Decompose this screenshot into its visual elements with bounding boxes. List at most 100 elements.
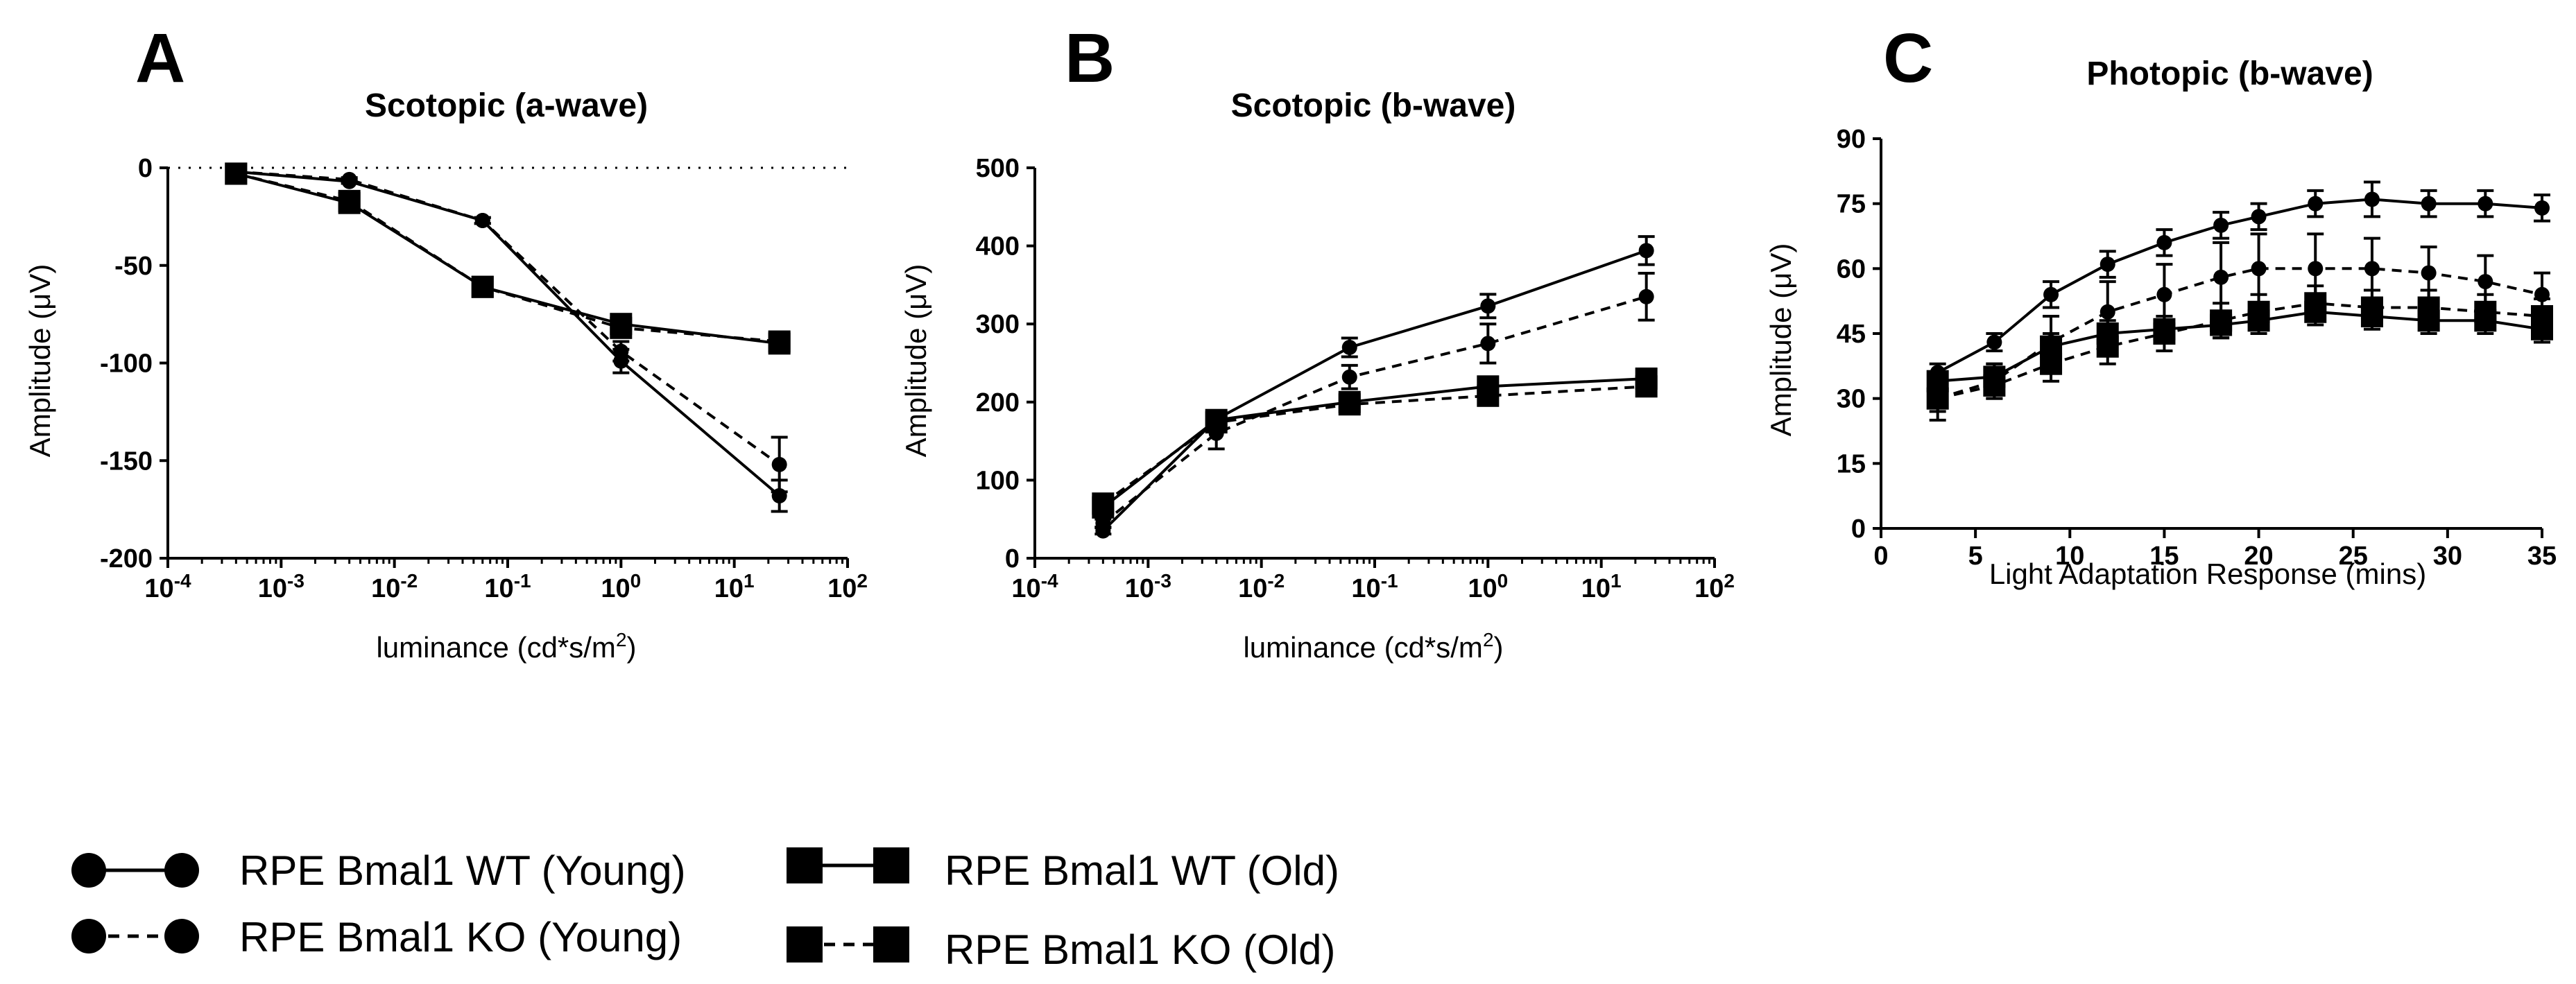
series-line [1937, 302, 2543, 400]
x-axis-label-a: luminance (cd*s/m2) [376, 629, 636, 664]
data-point [1477, 384, 1500, 407]
data-point [613, 343, 629, 359]
panel-title-c: Photopic (b-wave) [2086, 55, 2373, 92]
x-tick-label: 100 [1468, 570, 1508, 603]
y-tick-label: 300 [976, 310, 1020, 339]
data-point [2478, 274, 2493, 290]
data-point [2531, 305, 2553, 328]
data-point [1205, 411, 1228, 434]
x-axis-label-b-base: luminance (cd*s/m [1243, 631, 1482, 664]
data-point [1635, 375, 1658, 398]
x-tick-label: 10 [2055, 542, 2084, 571]
data-point [2100, 304, 2115, 320]
x-tick-label: 5 [1968, 542, 1983, 571]
data-point [2304, 292, 2327, 315]
legend-entry: RPE Bmal1 WT (Young) [71, 847, 686, 894]
panel-title-a: Scotopic (a-wave) [365, 87, 648, 124]
y-tick-label: 0 [138, 154, 153, 183]
x-tick-label: 10-2 [371, 570, 418, 603]
y-tick-label: 200 [976, 388, 1020, 417]
y-tick-label: -200 [100, 544, 153, 573]
data-point [2096, 335, 2119, 358]
data-point [2308, 261, 2324, 277]
series-line [236, 170, 780, 466]
series-line [235, 172, 780, 343]
series-line [1937, 198, 2543, 374]
y-tick-label: 60 [1837, 254, 1866, 284]
x-axis-label-a-close: ) [627, 631, 637, 664]
x-tick-label: 10-2 [1238, 570, 1285, 603]
x-tick-label: 10-3 [1125, 570, 1171, 603]
data-point [2364, 261, 2380, 277]
x-tick-label: 35 [2527, 542, 2557, 571]
y-tick-label: 90 [1837, 125, 1866, 154]
data-point [2417, 296, 2440, 319]
data-point [2421, 265, 2437, 281]
y-tick-label: 0 [1005, 544, 1020, 573]
x-tick-label: 101 [1581, 570, 1622, 603]
data-point [771, 456, 787, 472]
x-tick-label: 30 [2433, 542, 2462, 571]
data-point [1926, 387, 1949, 410]
data-point [2308, 196, 2324, 212]
x-tick-label: 0 [1873, 542, 1888, 571]
panel-b: B Scotopic (b-wave) Amplitude (μV) lumin… [900, 19, 1735, 664]
data-point [1986, 334, 2002, 350]
legend-label: RPE Bmal1 WT (Young) [239, 847, 686, 894]
x-axis-label-a-sup: 2 [616, 629, 627, 650]
series-line [1937, 267, 2543, 400]
y-axis-label-b: Amplitude (μV) [900, 264, 932, 458]
y-axis-label-a: Amplitude (μV) [24, 264, 56, 458]
legend-marker [71, 853, 106, 888]
legend-label: RPE Bmal1 KO (Young) [239, 914, 682, 960]
x-tick-label: 101 [714, 570, 755, 603]
legend-marker [71, 919, 106, 953]
data-point [1095, 515, 1111, 531]
data-point [2251, 261, 2267, 277]
legend: RPE Bmal1 WT (Young) RPE Bmal1 KO (Young… [71, 847, 1339, 973]
panel-letter-c: C [1883, 19, 1933, 97]
data-point [2153, 322, 2176, 345]
x-axis-label-b-close: ) [1494, 631, 1504, 664]
x-axis-label-a-base: luminance (cd*s/m [376, 631, 615, 664]
data-point [1480, 336, 1496, 352]
legend-marker [164, 919, 199, 953]
data-point [1638, 288, 1654, 304]
data-point [2247, 300, 2270, 323]
x-tick-label: 25 [2339, 542, 2368, 571]
x-axis-label-c: Light Adaptation Response (mins) [1989, 558, 2426, 590]
data-point [338, 189, 361, 212]
panel-c: C Photopic (b-wave) Amplitude (μV) Light… [1764, 19, 2557, 590]
series-line [1102, 295, 1647, 524]
data-point [341, 171, 357, 187]
legend-entry: RPE Bmal1 KO (Young) [71, 914, 682, 960]
series-line [1102, 385, 1647, 505]
legend-marker [873, 847, 909, 883]
y-tick-label: 75 [1837, 190, 1866, 219]
y-tick-label: -150 [100, 447, 153, 476]
data-point [2100, 257, 2115, 273]
panel-a: A Scotopic (a-wave) Amplitude (μV) lumin… [24, 19, 868, 664]
legend-label: RPE Bmal1 WT (Old) [945, 847, 1339, 894]
x-tick-label: 102 [1694, 570, 1735, 603]
data-point [2210, 309, 2233, 332]
data-point [2156, 286, 2172, 302]
y-tick-label: 45 [1837, 320, 1866, 349]
y-tick-label: -100 [100, 349, 153, 379]
data-point [2043, 286, 2059, 302]
legend-entry: RPE Bmal1 WT (Old) [787, 847, 1339, 894]
x-tick-label: 102 [827, 570, 868, 603]
data-point [471, 275, 494, 298]
x-tick-label: 10-1 [1351, 570, 1398, 603]
data-point [2478, 196, 2493, 212]
data-point [474, 213, 490, 229]
data-point [2040, 352, 2063, 375]
data-point [1338, 393, 1361, 416]
data-point [1638, 243, 1654, 259]
data-point [2364, 191, 2380, 207]
panel-title-b: Scotopic (b-wave) [1231, 87, 1516, 124]
x-tick-label: 15 [2149, 542, 2179, 571]
y-tick-label: 15 [1837, 449, 1866, 478]
data-point [2360, 296, 2383, 319]
legend-entry: RPE Bmal1 KO (Old) [787, 926, 1335, 973]
